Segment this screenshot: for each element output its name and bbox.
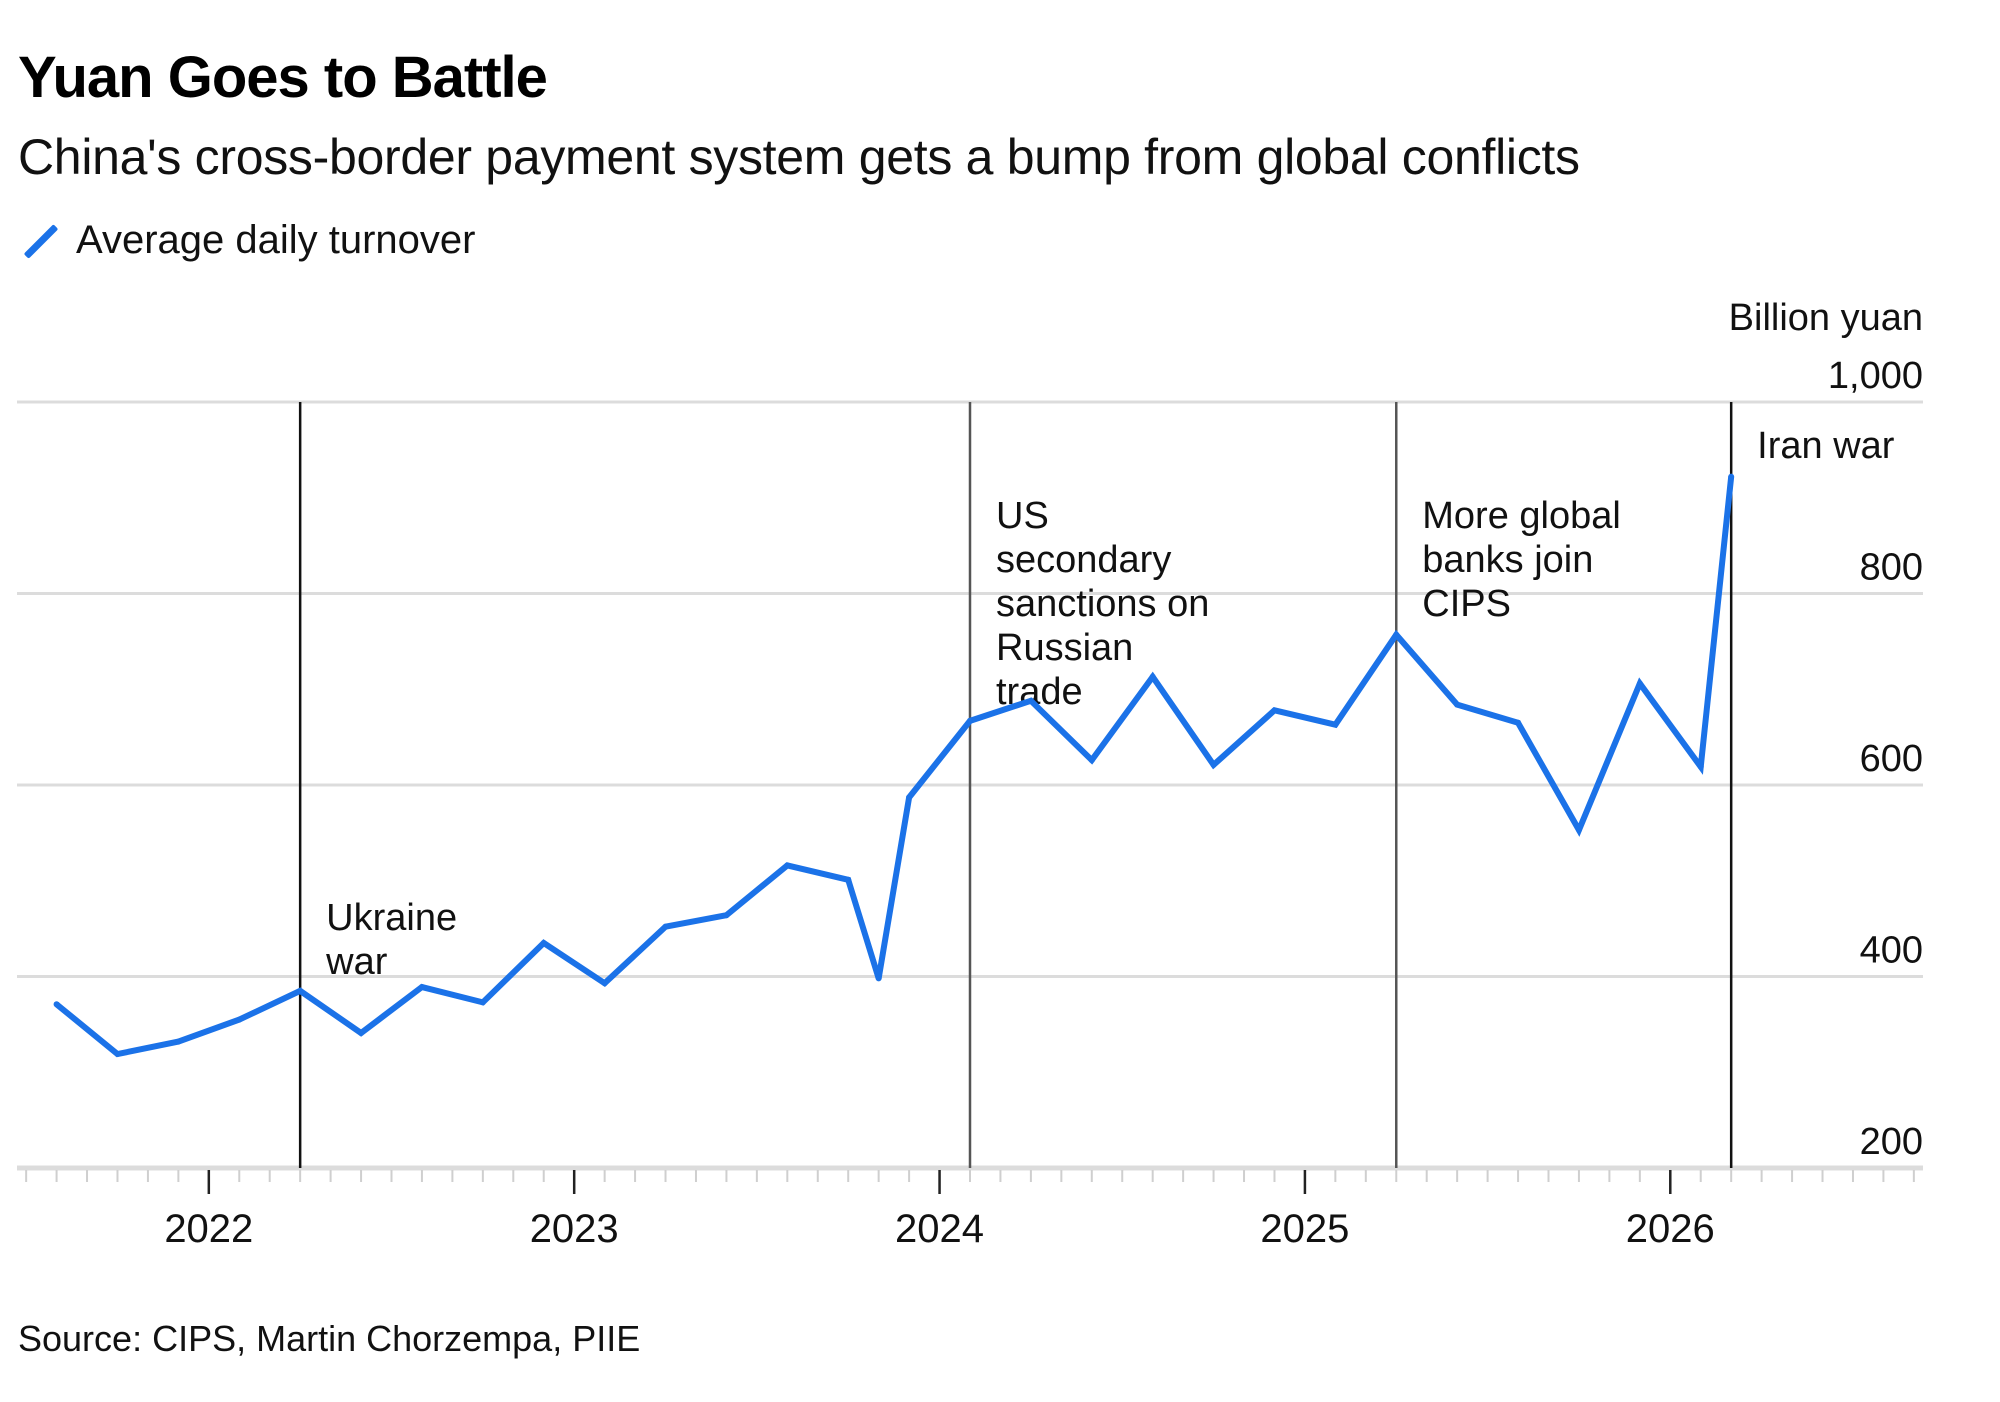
chart-subtitle: China's cross-border payment system gets… (18, 129, 1580, 185)
y-axis-unit-label: Billion yuan (1729, 297, 1923, 339)
x-tick-label: 2022 (164, 1207, 253, 1251)
y-tick-label: 200 (1860, 1121, 1923, 1163)
data-point (114, 1051, 121, 1058)
data-point (875, 975, 882, 982)
annotation-label: US secondary sanctions on Russian trade (996, 495, 1209, 713)
x-tick-label: 2024 (895, 1207, 984, 1251)
data-point (1149, 673, 1156, 680)
data-point (175, 1038, 182, 1045)
data-point (967, 717, 973, 724)
annotation-label-line: Russian (996, 627, 1133, 669)
x-tick-label: 2025 (1260, 1207, 1349, 1251)
x-tick-label: 2023 (530, 1207, 619, 1251)
annotation: US secondary sanctions on Russian trade (968, 402, 1209, 1168)
data-point (1332, 721, 1339, 728)
annotation-label-line: CIPS (1422, 583, 1511, 625)
annotation-label: Iran war (1757, 425, 1895, 467)
annotation-label: Ukraine war (325, 897, 457, 983)
annotation: Ukraine war (298, 402, 457, 1168)
data-point (297, 987, 304, 994)
x-axis: 2022 2023 2024 2025 2026 (25, 1170, 1915, 1251)
data-point (1027, 697, 1034, 704)
y-tick-label: 1,000 (1828, 355, 1923, 397)
legend: Average daily turnover (18, 218, 476, 263)
x-tick-label: 2026 (1626, 1207, 1715, 1251)
data-point (662, 923, 669, 930)
data-point (479, 999, 486, 1006)
data-point (53, 1001, 60, 1008)
data-point (1454, 701, 1461, 708)
source-note: Source: CIPS, Martin Chorzempa, PIIE (18, 1318, 641, 1359)
legend-label: Average daily turnover (76, 218, 476, 262)
annotation-label-line: More global (1422, 495, 1621, 537)
data-point (418, 984, 425, 991)
data-point (1728, 473, 1735, 480)
data-point (236, 1016, 243, 1023)
data-point (906, 794, 913, 801)
data-point (540, 939, 547, 946)
annotation-label-line: secondary (996, 539, 1171, 581)
annotation-label-line: Ukraine (326, 897, 457, 939)
annotations: Ukraine war US secondary sanctions on Russian… (298, 402, 1895, 1168)
data-point (1575, 827, 1582, 834)
data-point (1210, 761, 1217, 768)
y-axis-labels: 200 400 600 800 1,000 (1828, 355, 1923, 1163)
annotation: Iran war (1729, 402, 1895, 1168)
annotation-label-line: US (996, 495, 1049, 537)
y-tick-label: 800 (1860, 547, 1923, 589)
data-point (358, 1029, 365, 1036)
chart-title: Yuan Goes to Battle (18, 45, 548, 110)
annotation: More global banks join CIPS (1395, 402, 1621, 1168)
data-point (1088, 757, 1095, 764)
data-point (601, 980, 608, 987)
data-point (784, 862, 791, 869)
series (53, 473, 1735, 1058)
annotation-label-line: Iran war (1757, 425, 1895, 467)
data-point (1636, 680, 1643, 687)
data-point (1271, 707, 1278, 714)
annotation-label: More global banks join CIPS (1422, 495, 1621, 625)
annotation-label-line: sanctions on (996, 583, 1209, 625)
y-tick-label: 600 (1860, 738, 1923, 780)
annotation-label-line: banks join (1422, 539, 1593, 581)
y-tick-label: 400 (1860, 930, 1923, 972)
data-point (1515, 719, 1522, 726)
series-line (54, 476, 1735, 1058)
annotation-label-line: war (325, 941, 388, 983)
data-point (723, 912, 730, 919)
data-point (845, 876, 852, 883)
data-point (1697, 763, 1704, 770)
data-point (1393, 631, 1400, 638)
